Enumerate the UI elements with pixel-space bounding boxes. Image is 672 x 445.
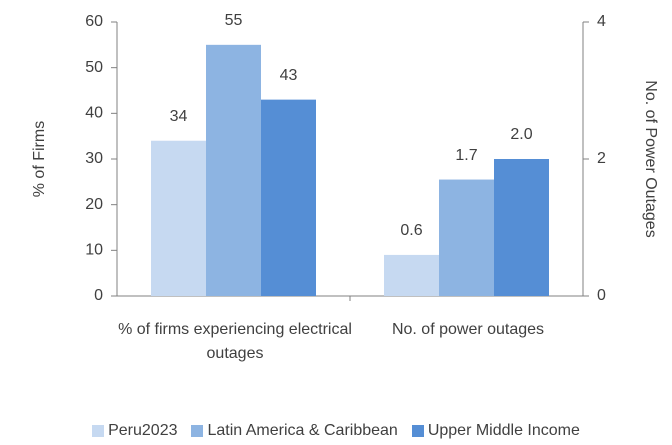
legend-label: Latin America & Caribbean <box>207 422 398 439</box>
y-tick-label: 40 <box>85 105 103 122</box>
bar <box>439 179 494 296</box>
y-tick-label: 60 <box>85 13 103 30</box>
y2-tick-label: 4 <box>597 13 606 30</box>
bar <box>494 159 549 296</box>
legend-swatch <box>191 425 204 437</box>
legend-swatch <box>92 425 105 437</box>
y2-tick-label: 2 <box>597 150 606 167</box>
y-tick-label: 10 <box>85 242 103 259</box>
legend: Peru2023 Latin America & Caribbean Upper M… <box>0 422 672 440</box>
data-label: 55 <box>225 12 243 29</box>
y-tick-label: 50 <box>85 59 103 76</box>
legend-label: Peru2023 <box>108 422 178 439</box>
y-tick-label: 30 <box>85 150 103 167</box>
data-label: 43 <box>280 67 298 84</box>
y-tick-label: 0 <box>94 287 103 304</box>
x-tick-label: % of firms experiencing electrical outag… <box>118 321 352 362</box>
legend-item: Peru2023 <box>92 422 177 440</box>
legend-label: Upper Middle Income <box>427 422 580 439</box>
legend-item: Latin America & Caribbean <box>191 422 398 440</box>
legend-item: Upper Middle Income <box>411 422 580 440</box>
bar <box>151 140 206 296</box>
y-axis-label: % of Firms <box>31 121 48 197</box>
x-tick-label: No. of power outages <box>391 321 545 338</box>
data-label: 2.0 <box>510 126 532 143</box>
y-tick-label: 20 <box>85 196 103 213</box>
data-label: 0.6 <box>400 222 422 239</box>
y2-axis-label: No. of Power Outages <box>642 80 659 237</box>
y2-tick-label: 0 <box>597 287 606 304</box>
data-label: 1.7 <box>455 147 477 164</box>
data-label: 34 <box>170 108 188 125</box>
bar <box>261 99 316 296</box>
bar <box>384 254 439 296</box>
legend-swatch <box>411 425 424 437</box>
bar <box>206 44 261 297</box>
